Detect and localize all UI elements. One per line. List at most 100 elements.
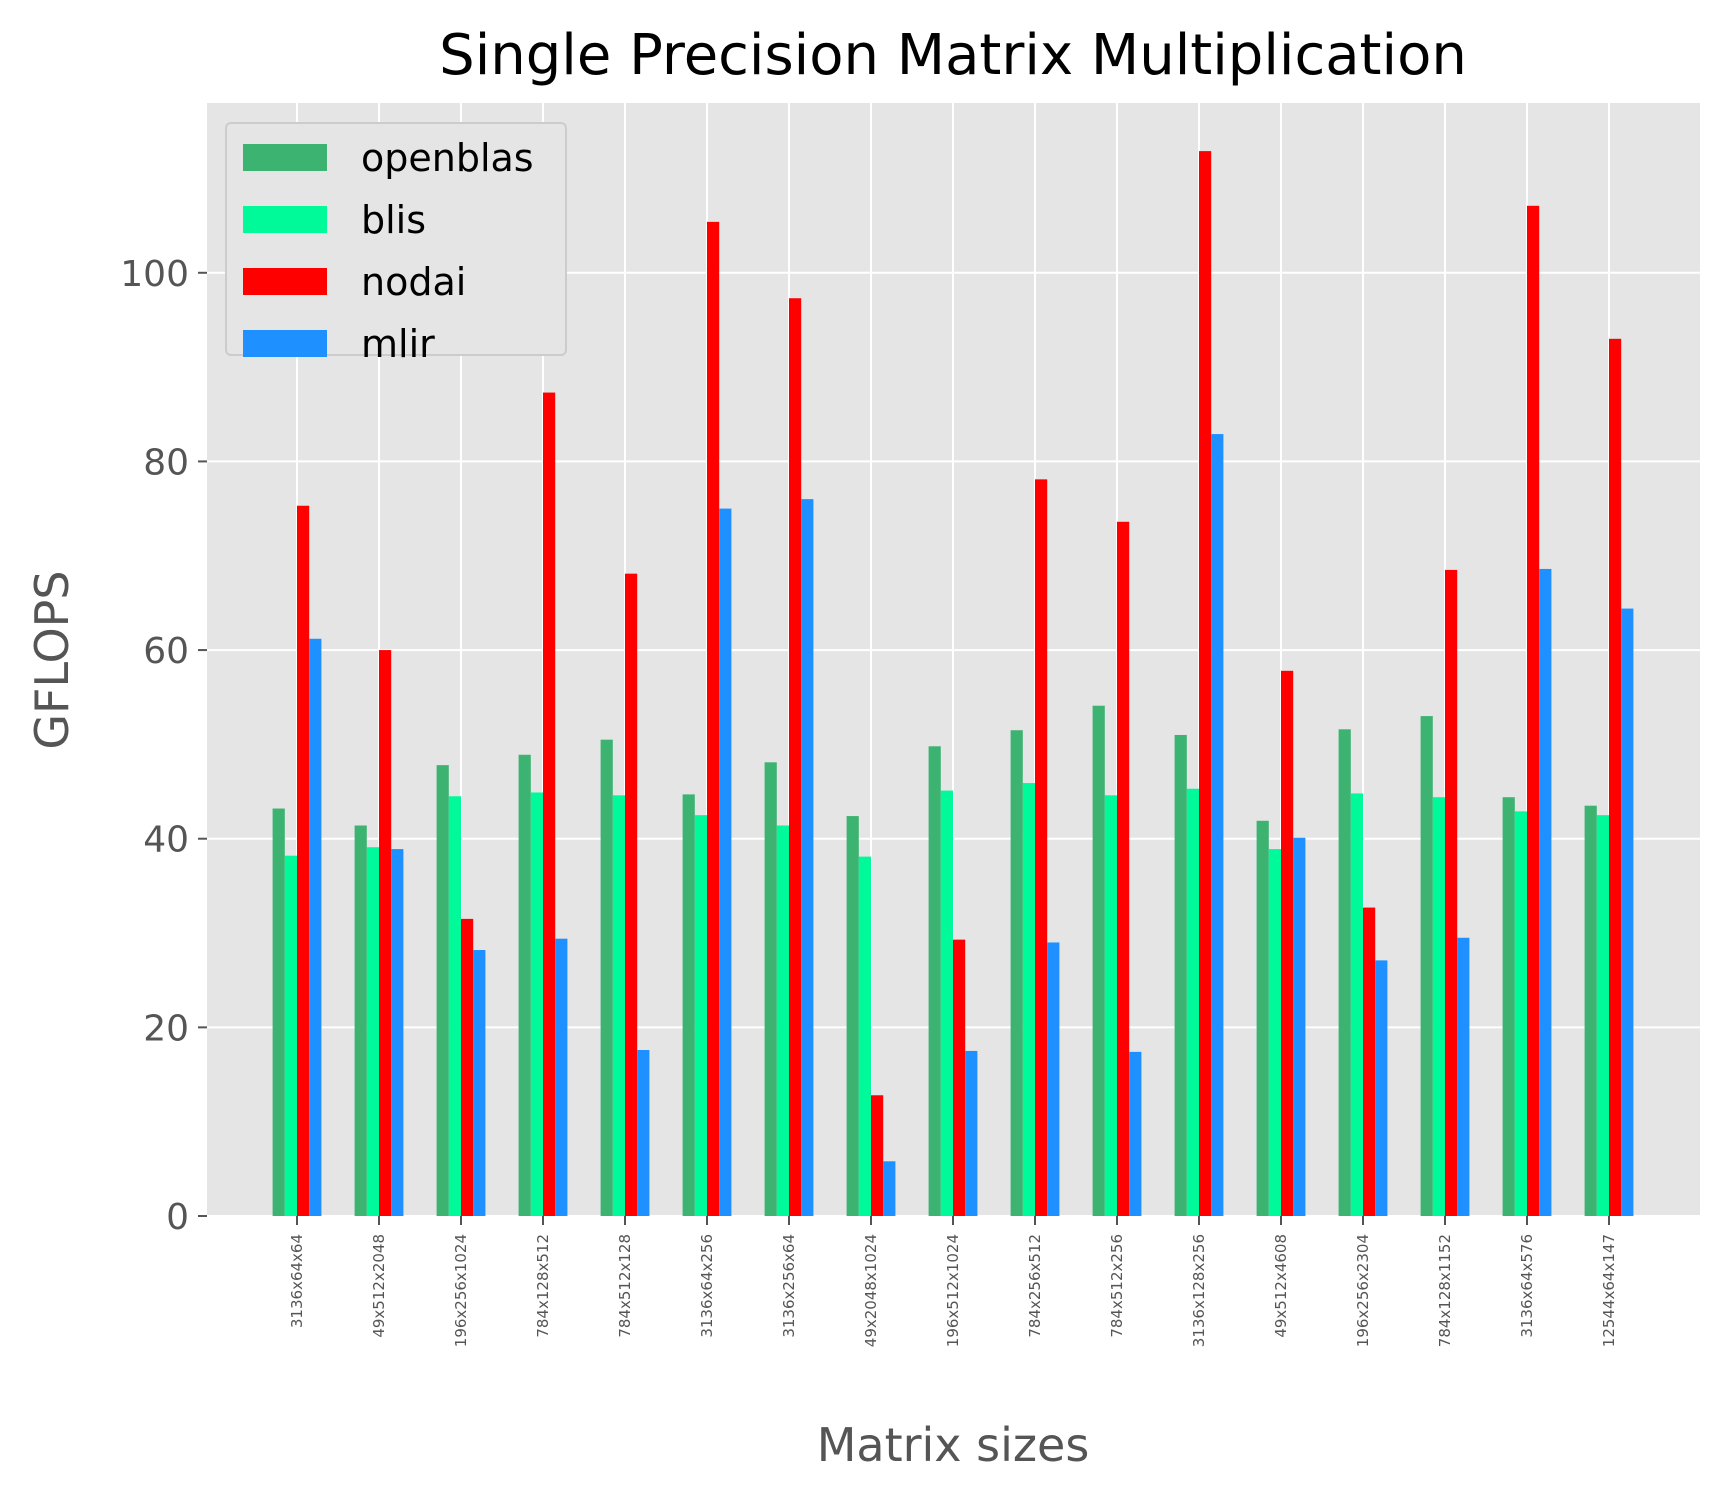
bar-nodai bbox=[1609, 338, 1622, 1217]
legend-label-openblas: openblas bbox=[361, 136, 534, 180]
bar-mlir bbox=[719, 508, 732, 1217]
bar-openblas bbox=[1092, 705, 1105, 1216]
bar-blis bbox=[612, 795, 625, 1216]
y-tick-label: 40 bbox=[143, 820, 189, 861]
x-tick-label: 3136x256x64 bbox=[780, 1234, 798, 1338]
bars bbox=[272, 151, 1634, 1217]
bar-blis bbox=[284, 855, 297, 1216]
bar-blis bbox=[694, 815, 707, 1216]
bar-openblas bbox=[846, 816, 859, 1216]
bar-openblas bbox=[1010, 730, 1023, 1216]
bar-mlir bbox=[1375, 960, 1388, 1216]
bar-nodai bbox=[1117, 521, 1130, 1216]
bar-mlir bbox=[1539, 568, 1552, 1216]
x-tick-label: 784x512x256 bbox=[1108, 1234, 1126, 1338]
bar-nodai bbox=[297, 505, 310, 1216]
y-tick-label: 0 bbox=[166, 1197, 189, 1238]
bar-nodai bbox=[379, 650, 392, 1216]
chart-title: Single Precision Matrix Multiplication bbox=[439, 23, 1467, 88]
bar-blis bbox=[940, 790, 953, 1216]
x-tick-label: 49x512x4608 bbox=[1272, 1234, 1290, 1338]
x-tick-label: 784x256x512 bbox=[1026, 1234, 1044, 1338]
bar-blis bbox=[858, 856, 871, 1216]
x-axis-label: Matrix sizes bbox=[817, 1418, 1090, 1472]
bar-mlir bbox=[883, 1161, 896, 1216]
bar-blis bbox=[1350, 793, 1363, 1216]
bar-blis bbox=[1022, 783, 1035, 1216]
bar-openblas bbox=[518, 754, 531, 1216]
legend-label-blis: blis bbox=[361, 198, 426, 242]
bar-openblas bbox=[600, 739, 613, 1216]
x-tick-label: 196x256x1024 bbox=[452, 1234, 470, 1347]
bar-nodai bbox=[1199, 151, 1212, 1216]
legend-box bbox=[225, 122, 567, 356]
x-tick-label: 3136x64x64 bbox=[288, 1234, 306, 1328]
bar-nodai bbox=[543, 392, 556, 1217]
bar-blis bbox=[1514, 811, 1527, 1216]
bar-blis bbox=[1432, 797, 1445, 1216]
bar-nodai bbox=[707, 221, 720, 1216]
x-tick-label: 3136x128x256 bbox=[1190, 1234, 1208, 1347]
x-tick-label: 196x512x1024 bbox=[944, 1234, 962, 1347]
legend-swatch-blis bbox=[243, 206, 327, 233]
bar-mlir bbox=[473, 950, 486, 1216]
legend-label-mlir: mlir bbox=[361, 322, 435, 366]
bar-openblas bbox=[928, 746, 941, 1216]
bar-nodai bbox=[953, 939, 966, 1216]
bar-openblas bbox=[764, 762, 777, 1216]
bar-blis bbox=[530, 792, 543, 1216]
y-axis-label: GFLOPS bbox=[25, 570, 79, 749]
bar-openblas bbox=[1338, 729, 1351, 1216]
x-tick-label: 49x2048x1024 bbox=[862, 1234, 880, 1347]
y-axis: 0 20 40 60 80 100 bbox=[120, 254, 207, 1238]
bar-openblas bbox=[1420, 716, 1433, 1216]
bar-openblas bbox=[682, 794, 695, 1216]
bar-blis bbox=[1596, 815, 1609, 1216]
bar-mlir bbox=[801, 499, 814, 1216]
bar-mlir bbox=[965, 1050, 978, 1216]
bar-mlir bbox=[1293, 837, 1306, 1216]
bar-mlir bbox=[637, 1049, 650, 1216]
legend-swatch-nodai bbox=[243, 268, 327, 295]
bar-openblas bbox=[272, 808, 285, 1216]
y-tick-label: 100 bbox=[120, 254, 189, 295]
bar-openblas bbox=[1584, 805, 1597, 1216]
bar-nodai bbox=[1363, 907, 1376, 1216]
bar-blis bbox=[1104, 795, 1117, 1216]
legend-label-nodai: nodai bbox=[361, 260, 466, 304]
x-tick-label: 49x512x2048 bbox=[370, 1234, 388, 1338]
bar-blis bbox=[366, 847, 379, 1216]
x-tick-label: 784x128x512 bbox=[534, 1234, 552, 1338]
bar-blis bbox=[1268, 849, 1281, 1216]
bar-openblas bbox=[1256, 820, 1269, 1216]
bar-nodai bbox=[1445, 569, 1458, 1216]
bar-nodai bbox=[1035, 479, 1048, 1216]
bar-mlir bbox=[1621, 608, 1634, 1216]
bar-mlir bbox=[1211, 434, 1224, 1217]
bar-blis bbox=[448, 796, 461, 1216]
x-tick-label: 196x256x2304 bbox=[1354, 1234, 1372, 1347]
bar-mlir bbox=[1047, 942, 1060, 1216]
bar-blis bbox=[776, 825, 789, 1216]
bar-mlir bbox=[555, 938, 568, 1216]
x-tick-label: 784x512x128 bbox=[616, 1234, 634, 1338]
bar-nodai bbox=[789, 298, 802, 1217]
legend-swatch-mlir bbox=[243, 330, 327, 357]
x-tick-label: 12544x64x147 bbox=[1600, 1234, 1618, 1347]
y-tick-label: 80 bbox=[143, 442, 189, 483]
legend-swatch-openblas bbox=[243, 144, 327, 171]
bar-blis bbox=[1186, 788, 1199, 1216]
bar-nodai bbox=[1281, 670, 1294, 1216]
y-tick-label: 20 bbox=[143, 1008, 189, 1049]
bar-mlir bbox=[391, 849, 404, 1216]
bar-nodai bbox=[871, 1095, 884, 1216]
x-tick-label: 3136x64x576 bbox=[1518, 1234, 1536, 1338]
bar-mlir bbox=[1457, 937, 1470, 1216]
bar-openblas bbox=[354, 825, 367, 1216]
bar-mlir bbox=[309, 638, 322, 1216]
bar-openblas bbox=[1174, 734, 1187, 1216]
bar-openblas bbox=[436, 765, 449, 1216]
x-axis: 3136x64x64 49x512x2048 196x256x1024 784x128… bbox=[288, 1216, 1618, 1347]
bar-nodai bbox=[625, 573, 638, 1216]
